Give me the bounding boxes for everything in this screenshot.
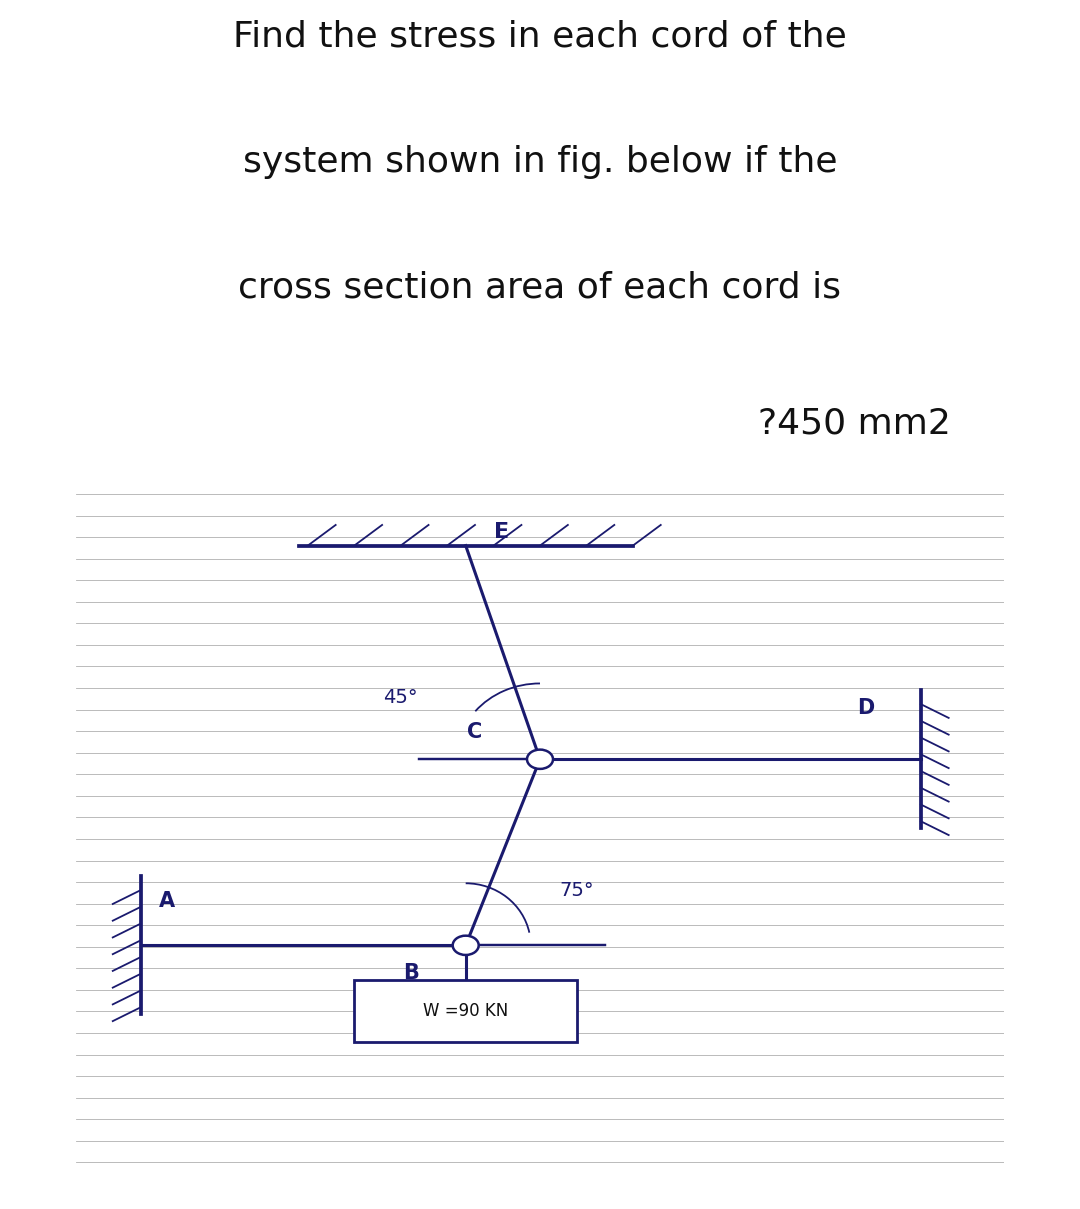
Bar <box>354 979 577 1042</box>
Text: C: C <box>468 722 483 742</box>
Text: B: B <box>404 962 419 983</box>
Text: E: E <box>494 522 509 542</box>
Text: Find the stress in each cord of the: Find the stress in each cord of the <box>233 19 847 53</box>
Text: cross section area of each cord is: cross section area of each cord is <box>239 271 841 305</box>
Text: A: A <box>159 891 175 910</box>
Text: system shown in fig. below if the: system shown in fig. below if the <box>243 145 837 179</box>
Circle shape <box>527 750 553 769</box>
Text: ?450 mm2: ?450 mm2 <box>757 406 950 440</box>
Text: W =90 KN: W =90 KN <box>423 1002 509 1019</box>
Text: 45°: 45° <box>383 688 418 707</box>
Text: 75°: 75° <box>559 880 594 899</box>
Circle shape <box>453 936 478 955</box>
Text: D: D <box>858 698 875 718</box>
